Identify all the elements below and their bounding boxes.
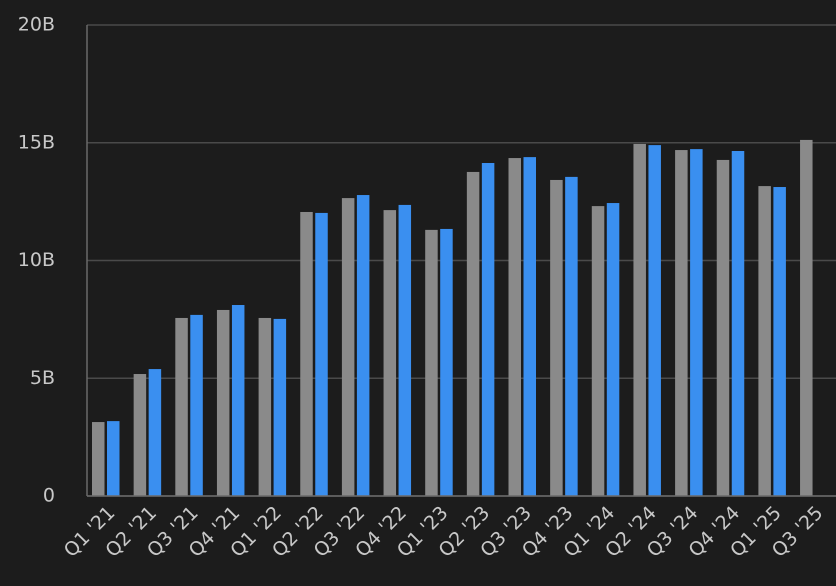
bar xyxy=(466,171,480,496)
y-tick-label: 10B xyxy=(18,249,55,271)
bar xyxy=(591,206,605,497)
bar xyxy=(356,195,370,496)
bar xyxy=(523,157,536,497)
bar xyxy=(675,150,688,496)
bar xyxy=(315,212,328,496)
bar xyxy=(341,198,355,496)
bar xyxy=(606,203,620,496)
bar xyxy=(175,317,188,496)
y-tick-label: 20B xyxy=(18,14,55,36)
bar xyxy=(107,421,120,496)
bar xyxy=(231,305,245,496)
bar xyxy=(800,139,813,496)
bar xyxy=(190,314,203,496)
bar xyxy=(716,159,730,496)
y-tick-label: 15B xyxy=(18,131,55,153)
bar xyxy=(731,150,745,496)
bar xyxy=(648,145,661,497)
bar xyxy=(425,229,438,496)
bar xyxy=(550,179,563,497)
bar xyxy=(690,149,703,496)
bar xyxy=(216,309,230,496)
bar xyxy=(92,422,105,496)
bar xyxy=(508,158,521,496)
bar xyxy=(383,210,397,496)
bar xyxy=(300,211,313,496)
bar xyxy=(273,318,287,496)
bar xyxy=(758,186,771,496)
bar xyxy=(773,187,786,497)
bar xyxy=(440,228,453,496)
bar xyxy=(148,369,162,496)
bar xyxy=(481,163,495,497)
y-tick-label: 0 xyxy=(43,485,55,507)
bar xyxy=(133,374,147,496)
y-tick-label: 5B xyxy=(30,367,55,389)
bar xyxy=(565,176,578,496)
bar xyxy=(258,317,272,496)
bar xyxy=(398,204,412,496)
bar xyxy=(633,143,646,497)
